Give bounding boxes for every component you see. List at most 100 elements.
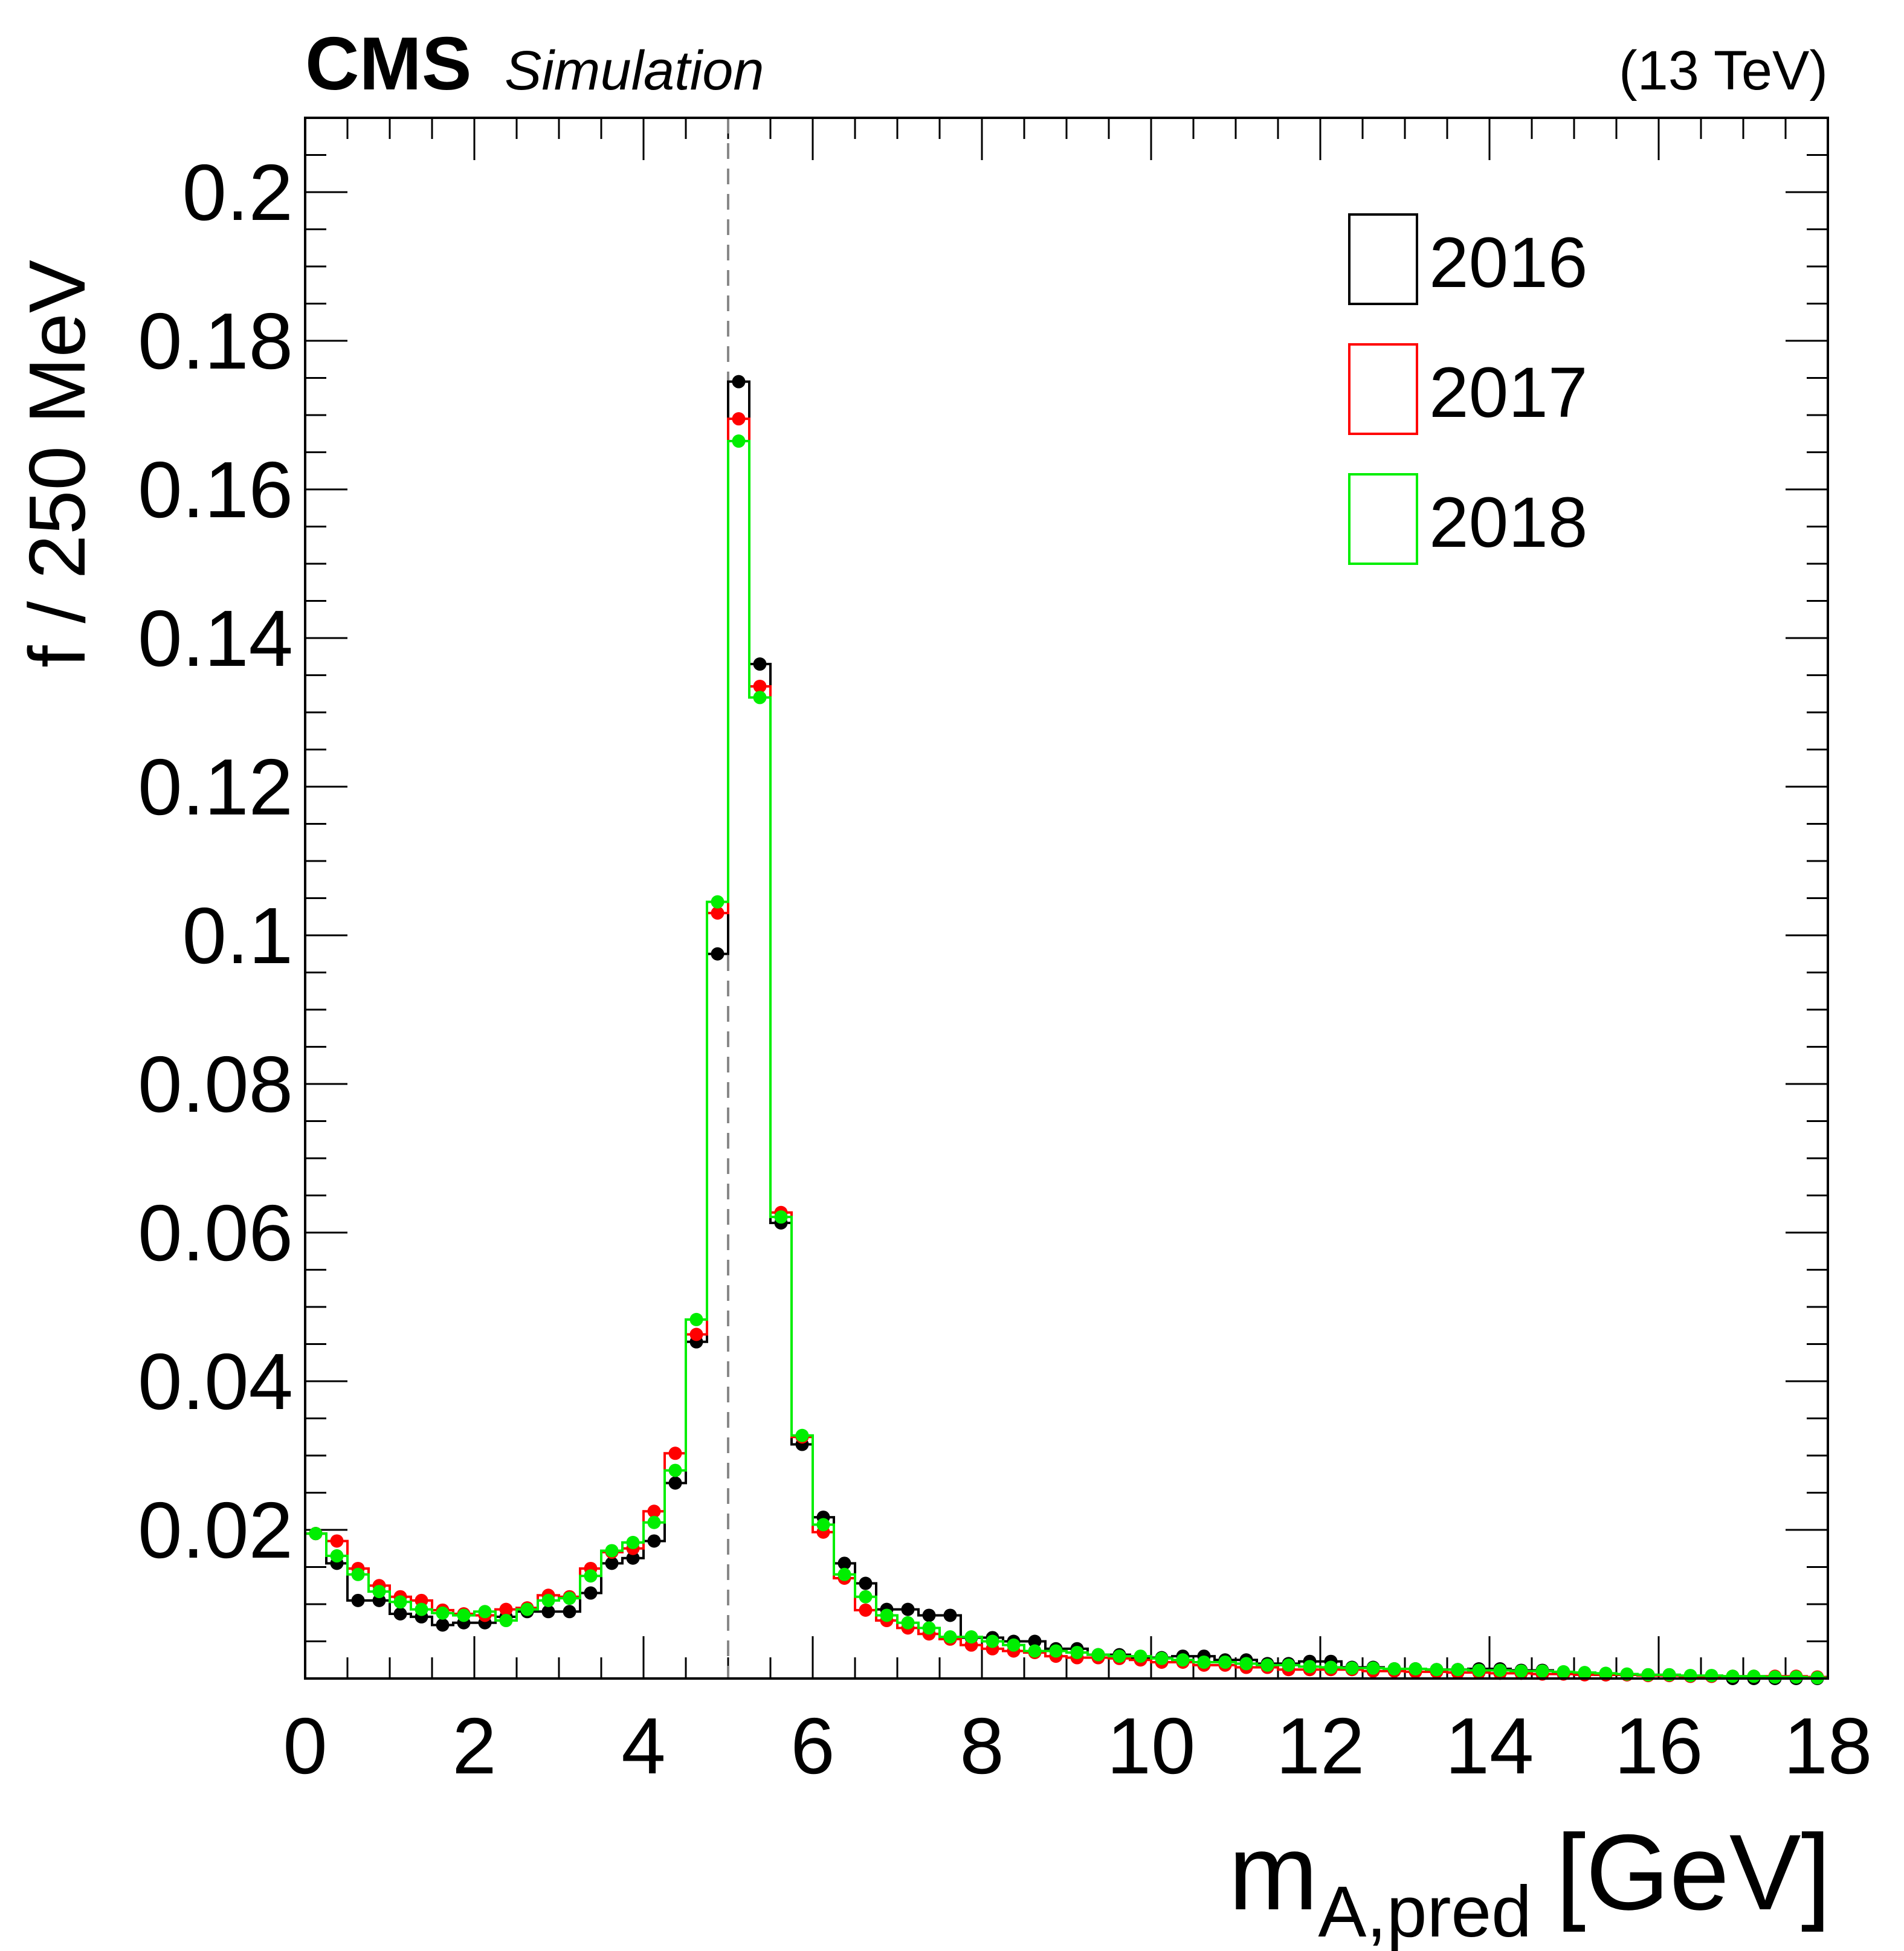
- data-point-2018: [499, 1614, 513, 1628]
- x-tick-label: 6: [790, 1701, 834, 1790]
- y-tick-label: 0.12: [138, 743, 293, 831]
- data-point-2018: [1303, 1660, 1317, 1674]
- data-point-2016: [732, 375, 746, 389]
- data-point-2016: [859, 1576, 873, 1590]
- data-point-2018: [964, 1630, 978, 1644]
- data-point-2018: [1535, 1664, 1549, 1678]
- data-point-2017: [711, 906, 724, 920]
- y-tick-label: 0.16: [138, 445, 293, 534]
- data-point-2017: [647, 1504, 661, 1518]
- series-layer: [305, 375, 1828, 1685]
- x-tick-label: 18: [1784, 1701, 1873, 1790]
- data-point-2018: [774, 1210, 788, 1224]
- data-point-2018: [1387, 1662, 1401, 1676]
- energy-label: (13 TeV): [1619, 40, 1828, 102]
- data-point-2018: [1282, 1658, 1296, 1672]
- x-tick-label: 0: [283, 1701, 327, 1790]
- data-point-2018: [1726, 1669, 1740, 1683]
- legend-label-2018: 2018: [1429, 483, 1588, 563]
- data-point-2017: [668, 1446, 682, 1460]
- series-step-2018: [305, 440, 1828, 1679]
- data-point-2018: [943, 1630, 957, 1644]
- data-point-2016: [393, 1607, 407, 1620]
- data-point-2016: [436, 1618, 450, 1632]
- data-point-2018: [309, 1527, 323, 1541]
- data-point-2016: [901, 1602, 915, 1616]
- series-step-2016: [305, 380, 1828, 1680]
- data-point-2018: [1789, 1670, 1803, 1684]
- data-point-2018: [605, 1544, 619, 1558]
- data-point-2016: [943, 1608, 957, 1622]
- data-point-2018: [626, 1535, 640, 1549]
- y-tick-label: 0.06: [138, 1188, 293, 1277]
- data-point-2018: [1028, 1644, 1042, 1658]
- data-point-2018: [1557, 1665, 1570, 1679]
- data-point-2018: [922, 1621, 936, 1635]
- y-axis-label: f / 250 MeV: [13, 260, 102, 668]
- y-tick-label: 0.18: [138, 297, 293, 385]
- experiment-label: CMS: [305, 22, 472, 106]
- data-point-2018: [1239, 1657, 1253, 1671]
- data-point-2018: [711, 895, 724, 909]
- data-point-2018: [1007, 1638, 1021, 1652]
- data-point-2016: [563, 1605, 576, 1619]
- data-point-2018: [1514, 1664, 1528, 1678]
- data-point-2018: [351, 1567, 365, 1581]
- x-tick-label: 10: [1107, 1701, 1196, 1790]
- data-point-2018: [436, 1606, 450, 1620]
- data-point-2018: [1155, 1651, 1169, 1665]
- data-point-2018: [816, 1518, 830, 1532]
- x-tick-label: 14: [1445, 1701, 1534, 1790]
- data-point-2016: [605, 1556, 619, 1570]
- data-point-2018: [1430, 1663, 1444, 1677]
- y-tick-labels: 0.02 0.04 0.06 0.08 0.1 0.12 0.14 0.16 0.18 0.2: [138, 148, 293, 1575]
- data-point-2018: [1366, 1661, 1380, 1675]
- data-point-2018: [457, 1608, 471, 1622]
- data-point-2018: [1683, 1669, 1697, 1683]
- data-point-2017: [330, 1534, 344, 1548]
- data-point-2018: [647, 1515, 661, 1529]
- x-axis-label-main: m: [1228, 1812, 1318, 1932]
- data-point-2017: [689, 1327, 703, 1341]
- legend-swatch-2016: [1348, 213, 1418, 305]
- data-point-2018: [1134, 1649, 1147, 1663]
- series-step-2017: [305, 418, 1828, 1679]
- data-point-2018: [986, 1634, 999, 1648]
- data-point-2018: [837, 1567, 851, 1581]
- data-point-2018: [1260, 1658, 1274, 1672]
- data-point-2016: [647, 1534, 661, 1548]
- data-point-2018: [541, 1593, 555, 1607]
- data-point-2018: [1493, 1663, 1507, 1677]
- series-2018: [305, 434, 1828, 1685]
- data-point-2018: [901, 1616, 915, 1630]
- data-point-2016: [922, 1608, 936, 1622]
- series-2016: [305, 375, 1828, 1685]
- axis-ticks: [304, 117, 1829, 1680]
- data-point-2016: [1028, 1634, 1042, 1648]
- data-point-2018: [1091, 1648, 1105, 1662]
- data-point-2018: [1578, 1666, 1592, 1680]
- data-point-2018: [880, 1608, 894, 1622]
- data-point-2016: [753, 657, 767, 671]
- data-point-2016: [584, 1586, 598, 1600]
- x-axis-label-unit: [GeV]: [1556, 1812, 1831, 1932]
- data-point-2018: [372, 1585, 386, 1599]
- y-tick-label: 0.02: [138, 1486, 293, 1575]
- data-point-2018: [478, 1605, 492, 1619]
- data-point-2018: [795, 1428, 809, 1442]
- data-point-2016: [351, 1593, 365, 1607]
- data-point-2018: [1049, 1644, 1063, 1658]
- legend-swatch-2018: [1348, 473, 1418, 565]
- legend: 2016 2017 2018: [1348, 213, 1588, 565]
- data-point-2018: [1176, 1653, 1190, 1667]
- data-point-2016: [626, 1551, 640, 1565]
- qualifier-label: Simulation: [505, 40, 764, 102]
- x-tick-label: 8: [960, 1701, 1004, 1790]
- legend-label-2017: 2017: [1429, 353, 1588, 433]
- data-point-2017: [499, 1602, 513, 1616]
- data-point-2018: [1345, 1661, 1359, 1675]
- data-point-2018: [1070, 1645, 1084, 1659]
- data-point-2018: [393, 1595, 407, 1609]
- data-point-2018: [520, 1602, 534, 1616]
